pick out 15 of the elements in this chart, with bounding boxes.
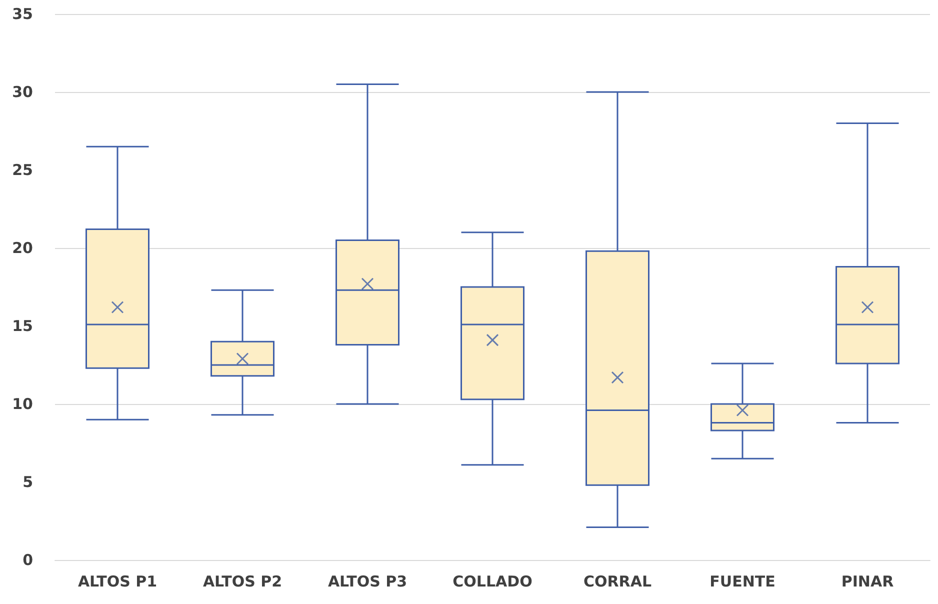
x-tick-label: ALTOS P2 [202,572,282,590]
y-tick-label: 0 [22,551,33,569]
x-tick-label: PINAR [841,572,894,590]
x-tick-label: ALTOS P1 [78,572,158,590]
x-tick-label: FUENTE [710,572,776,590]
y-tick-label: 35 [12,5,33,23]
y-tick-label: 20 [12,239,33,257]
y-tick-label: 10 [12,395,33,413]
y-tick-label: 30 [12,83,33,101]
y-tick-label: 5 [22,473,33,491]
y-tick-label: 15 [12,317,33,335]
x-tick-label: COLLADO [452,572,532,590]
x-tick-label: ALTOS P3 [328,572,408,590]
y-tick-label: 25 [12,161,33,179]
x-tick-label: CORRAL [583,572,652,590]
